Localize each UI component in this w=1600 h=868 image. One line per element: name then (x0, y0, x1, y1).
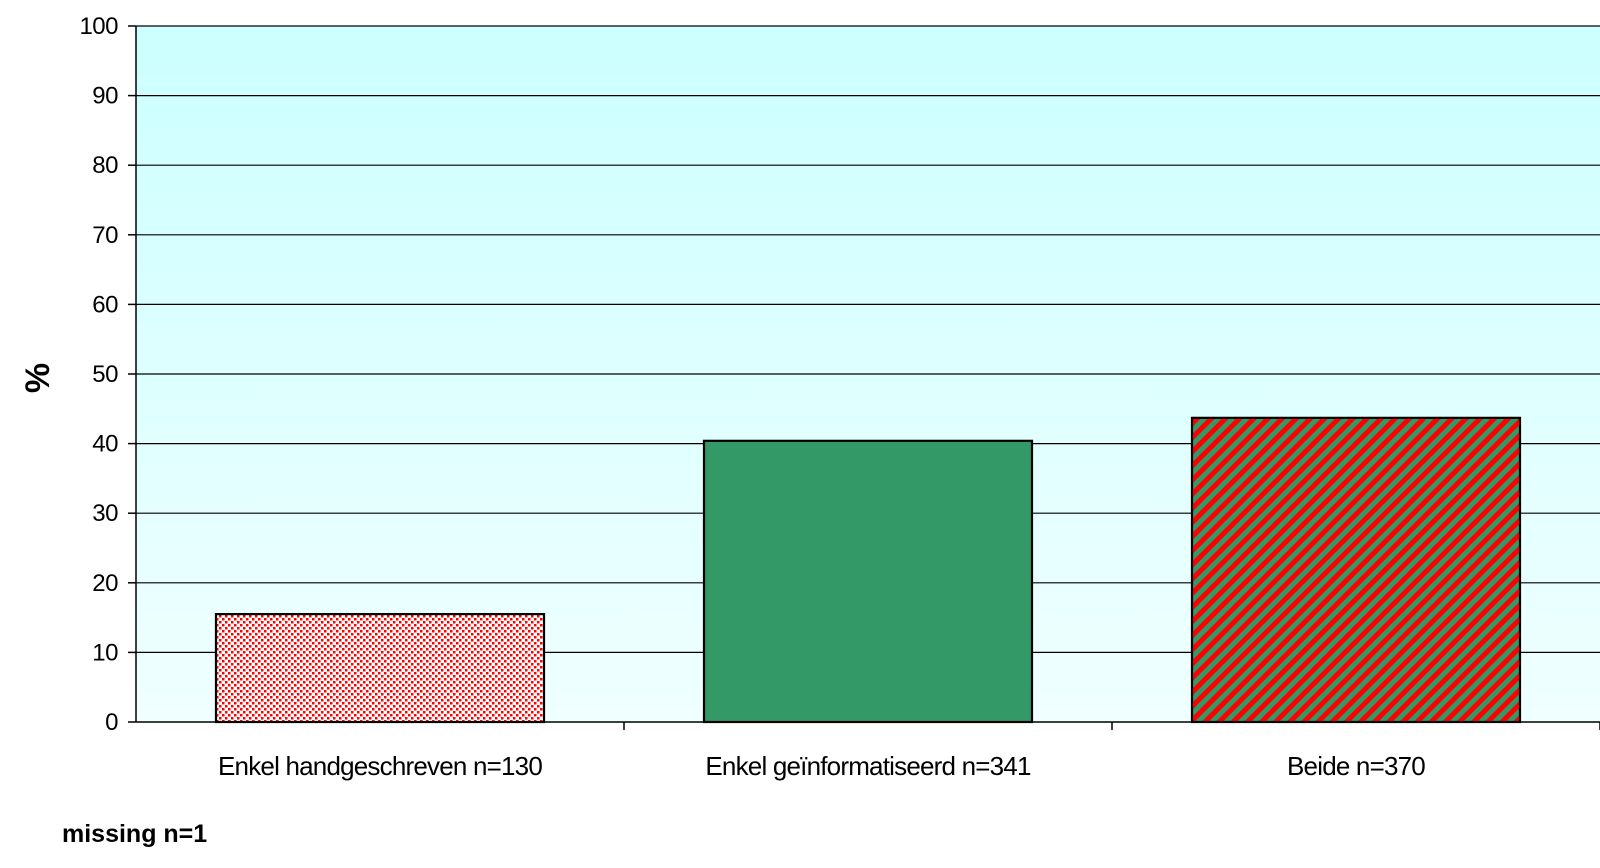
x-category-label: Enkel geïnformatiseerd n=341 (705, 751, 1031, 781)
y-tick-label: 100 (79, 13, 118, 40)
x-category-label: Beide n=370 (1287, 751, 1425, 781)
x-category-label: Enkel handgeschreven n=130 (218, 751, 542, 781)
y-tick-label: 40 (92, 431, 118, 458)
missing-note: missing n=1 (62, 820, 207, 848)
y-tick-label: 0 (105, 709, 118, 736)
y-tick-label: 10 (92, 639, 118, 666)
y-tick-label: 70 (92, 222, 118, 249)
y-axis-label: % (19, 363, 57, 393)
bar (702, 439, 1034, 724)
y-tick-label: 90 (92, 83, 118, 110)
bar (1190, 416, 1522, 724)
y-tick-label: 20 (92, 570, 118, 597)
bar (214, 613, 546, 724)
y-tick-label: 50 (92, 361, 118, 388)
y-tick-label: 80 (92, 152, 118, 179)
y-tick-label: 30 (92, 500, 118, 527)
y-tick-label: 60 (92, 291, 118, 318)
